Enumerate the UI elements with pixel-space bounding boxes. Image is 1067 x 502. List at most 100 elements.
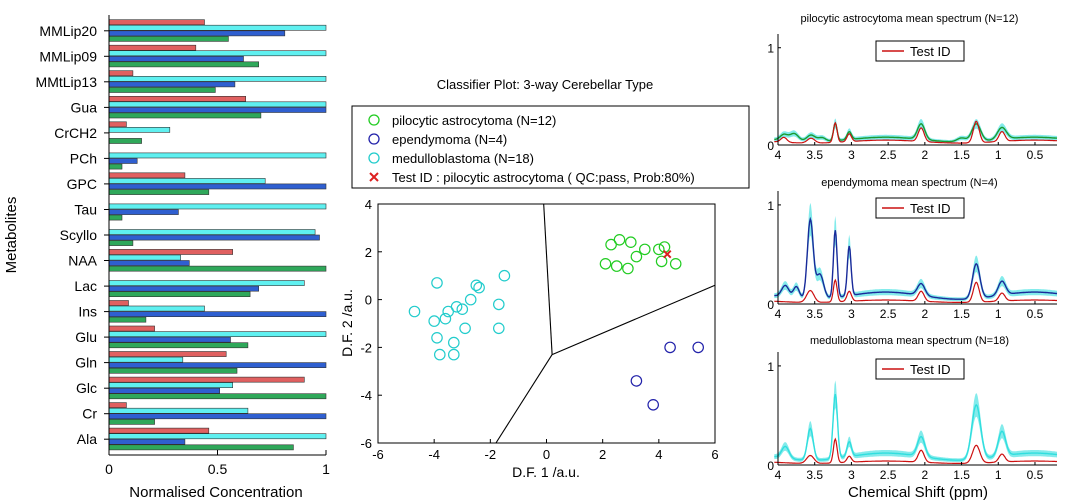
legend-marker — [368, 133, 380, 145]
scatter-point — [630, 375, 643, 387]
spectrum-title: pilocytic astrocytoma mean spectrum (N=1… — [801, 13, 1019, 25]
spectrum-test-line — [774, 437, 1057, 464]
spectrum-y-tick-label: 0 — [767, 459, 774, 473]
spectrum-legend-label: Test ID — [910, 44, 950, 59]
scatter-point — [630, 250, 643, 263]
spectrum-x-tick-label: 3.5 — [806, 307, 823, 321]
spectrum-x-tick-label: 4 — [775, 468, 782, 482]
legend-label: pilocytic astrocytoma (N=12) — [392, 113, 556, 128]
bar-category-label: Scyllo — [60, 227, 98, 243]
scatter-point — [610, 260, 623, 272]
scatter-point — [669, 257, 682, 270]
bar-category-label: Glc — [76, 380, 97, 396]
bar-x-axis-label: Normalised Concentration — [129, 484, 302, 501]
bar-glu-cyan — [108, 331, 327, 338]
spectrum-legend-box — [875, 358, 965, 380]
bar-ins-cyan — [108, 305, 205, 312]
spectrum-legend-label: Test ID — [910, 362, 950, 377]
spectrum-legend-box — [875, 40, 965, 62]
legend-label: medulloblastoma (N=18) — [392, 151, 534, 166]
spectrum-x-tick-label: 3 — [848, 307, 855, 321]
scatter-y-axis-label: D.F. 2 /a.u. — [339, 289, 355, 357]
spectrum-x-tick-label: 1 — [995, 148, 1002, 162]
scatter-point — [692, 341, 704, 354]
spectrum-x-tick-label: 1.5 — [953, 307, 970, 321]
legend-label: ependymoma (N=4) — [392, 132, 507, 147]
scatter-point — [431, 331, 443, 344]
bar-scyllo-cyan — [108, 229, 316, 235]
bar-naa-green — [108, 265, 327, 272]
spectrum-legend-label: Test ID — [910, 201, 950, 216]
bar-category-label: Cr — [82, 406, 97, 422]
bar-category-label: Gua — [71, 99, 98, 115]
bar-category-label: Ins — [78, 304, 97, 320]
bar-naa-cyan — [108, 254, 181, 261]
bar-naa-blue — [108, 260, 190, 266]
scatter-x-tick-label: 0 — [543, 447, 550, 462]
bar-mmlip20-red — [108, 19, 205, 26]
spectrum-x-tick-label: 2 — [921, 468, 928, 482]
scatter-point — [638, 243, 651, 256]
bar-gpc-cyan — [108, 178, 266, 184]
spectrum-x-tick-label: 0.5 — [1027, 307, 1044, 321]
bar-gua-green — [108, 112, 262, 119]
bar-lac-blue — [108, 285, 259, 292]
spectrum-test-line — [774, 278, 1057, 303]
bar-gln-red — [108, 351, 227, 357]
scatter-point — [624, 236, 637, 248]
spectrum-y-tick-label: 1 — [767, 360, 774, 374]
scatter-point — [652, 243, 665, 256]
spectrum-x-tick-label: 2 — [921, 148, 928, 162]
scatter-point — [428, 315, 440, 327]
bar-x-tick-label: 0.5 — [208, 461, 228, 477]
spectrum-x-tick-label: 2.5 — [880, 307, 897, 321]
scatter-point — [492, 298, 505, 311]
scatter-point — [473, 281, 485, 294]
spectrum-x-tick-label: 1.5 — [953, 468, 970, 482]
scatter-point — [599, 257, 612, 270]
bar-crch2-red — [108, 121, 127, 128]
bar-mmlip09-green — [108, 61, 259, 68]
bar-glu-blue — [108, 336, 231, 343]
bar-chart: MMLip20 MMLip09 MMtLip13 Gua CrCH2 PCh GPC Tau S… — [3, 15, 330, 501]
spectrum-panel-3: medulloblastoma mean spectrum (N=18) 4 3.5… — [767, 335, 1058, 482]
bar-mmtlip13-red — [108, 70, 134, 77]
bar-gpc-red — [108, 172, 186, 179]
spectrum-y-tick-label: 1 — [767, 42, 774, 56]
bar-x-tick-label: 1 — [322, 461, 330, 477]
bar-category-label: MMLip20 — [39, 23, 97, 39]
bar-category-label: PCh — [70, 150, 97, 166]
bar-lac-green — [108, 291, 251, 298]
legend-marker-x — [369, 172, 379, 182]
scatter-x-tick-label: -2 — [485, 447, 497, 462]
bar-pch-green — [108, 163, 123, 170]
bar-tau-blue — [108, 209, 179, 215]
scatter-y-tick-label: 2 — [365, 245, 372, 260]
scatter-y-tick-label: -4 — [360, 388, 372, 403]
mean-spectra-panels: pilocytic astrocytoma mean spectrum (N=1… — [767, 13, 1058, 482]
scatter-point — [459, 322, 471, 335]
spectrum-x-tick-label: 0.5 — [1027, 468, 1044, 482]
bar-mmtlip13-cyan — [108, 76, 327, 82]
scatter-point — [431, 277, 443, 289]
spectrum-title: ependymoma mean spectrum (N=4) — [821, 177, 997, 189]
spectrum-sd-band — [774, 202, 1057, 302]
scatter-point — [408, 305, 421, 318]
bar-ins-blue — [108, 311, 327, 318]
scatter-point — [470, 279, 483, 292]
bar-gua-red — [108, 96, 246, 102]
bar-mmlip20-blue — [108, 30, 286, 37]
bar-pch-blue — [108, 158, 138, 164]
spectrum-x-tick-label: 0.5 — [1027, 148, 1044, 162]
spectrum-x-tick-label: 3.5 — [806, 468, 823, 482]
bar-scyllo-green — [108, 240, 134, 246]
scatter-point — [439, 312, 452, 325]
spectrum-x-tick-label: 1 — [995, 307, 1002, 321]
classifier-scatter-plot: Classifier Plot: 3-way Cerebellar Type p… — [339, 77, 750, 480]
spectrum-x-tick-label: 2.5 — [880, 148, 897, 162]
scatter-x-tick-label: -4 — [428, 447, 440, 462]
spectrum-x-tick-label: 3 — [848, 468, 855, 482]
bar-glc-red — [108, 376, 305, 383]
bar-gln-green — [108, 367, 238, 374]
spectrum-y-tick-label: 1 — [767, 199, 774, 213]
